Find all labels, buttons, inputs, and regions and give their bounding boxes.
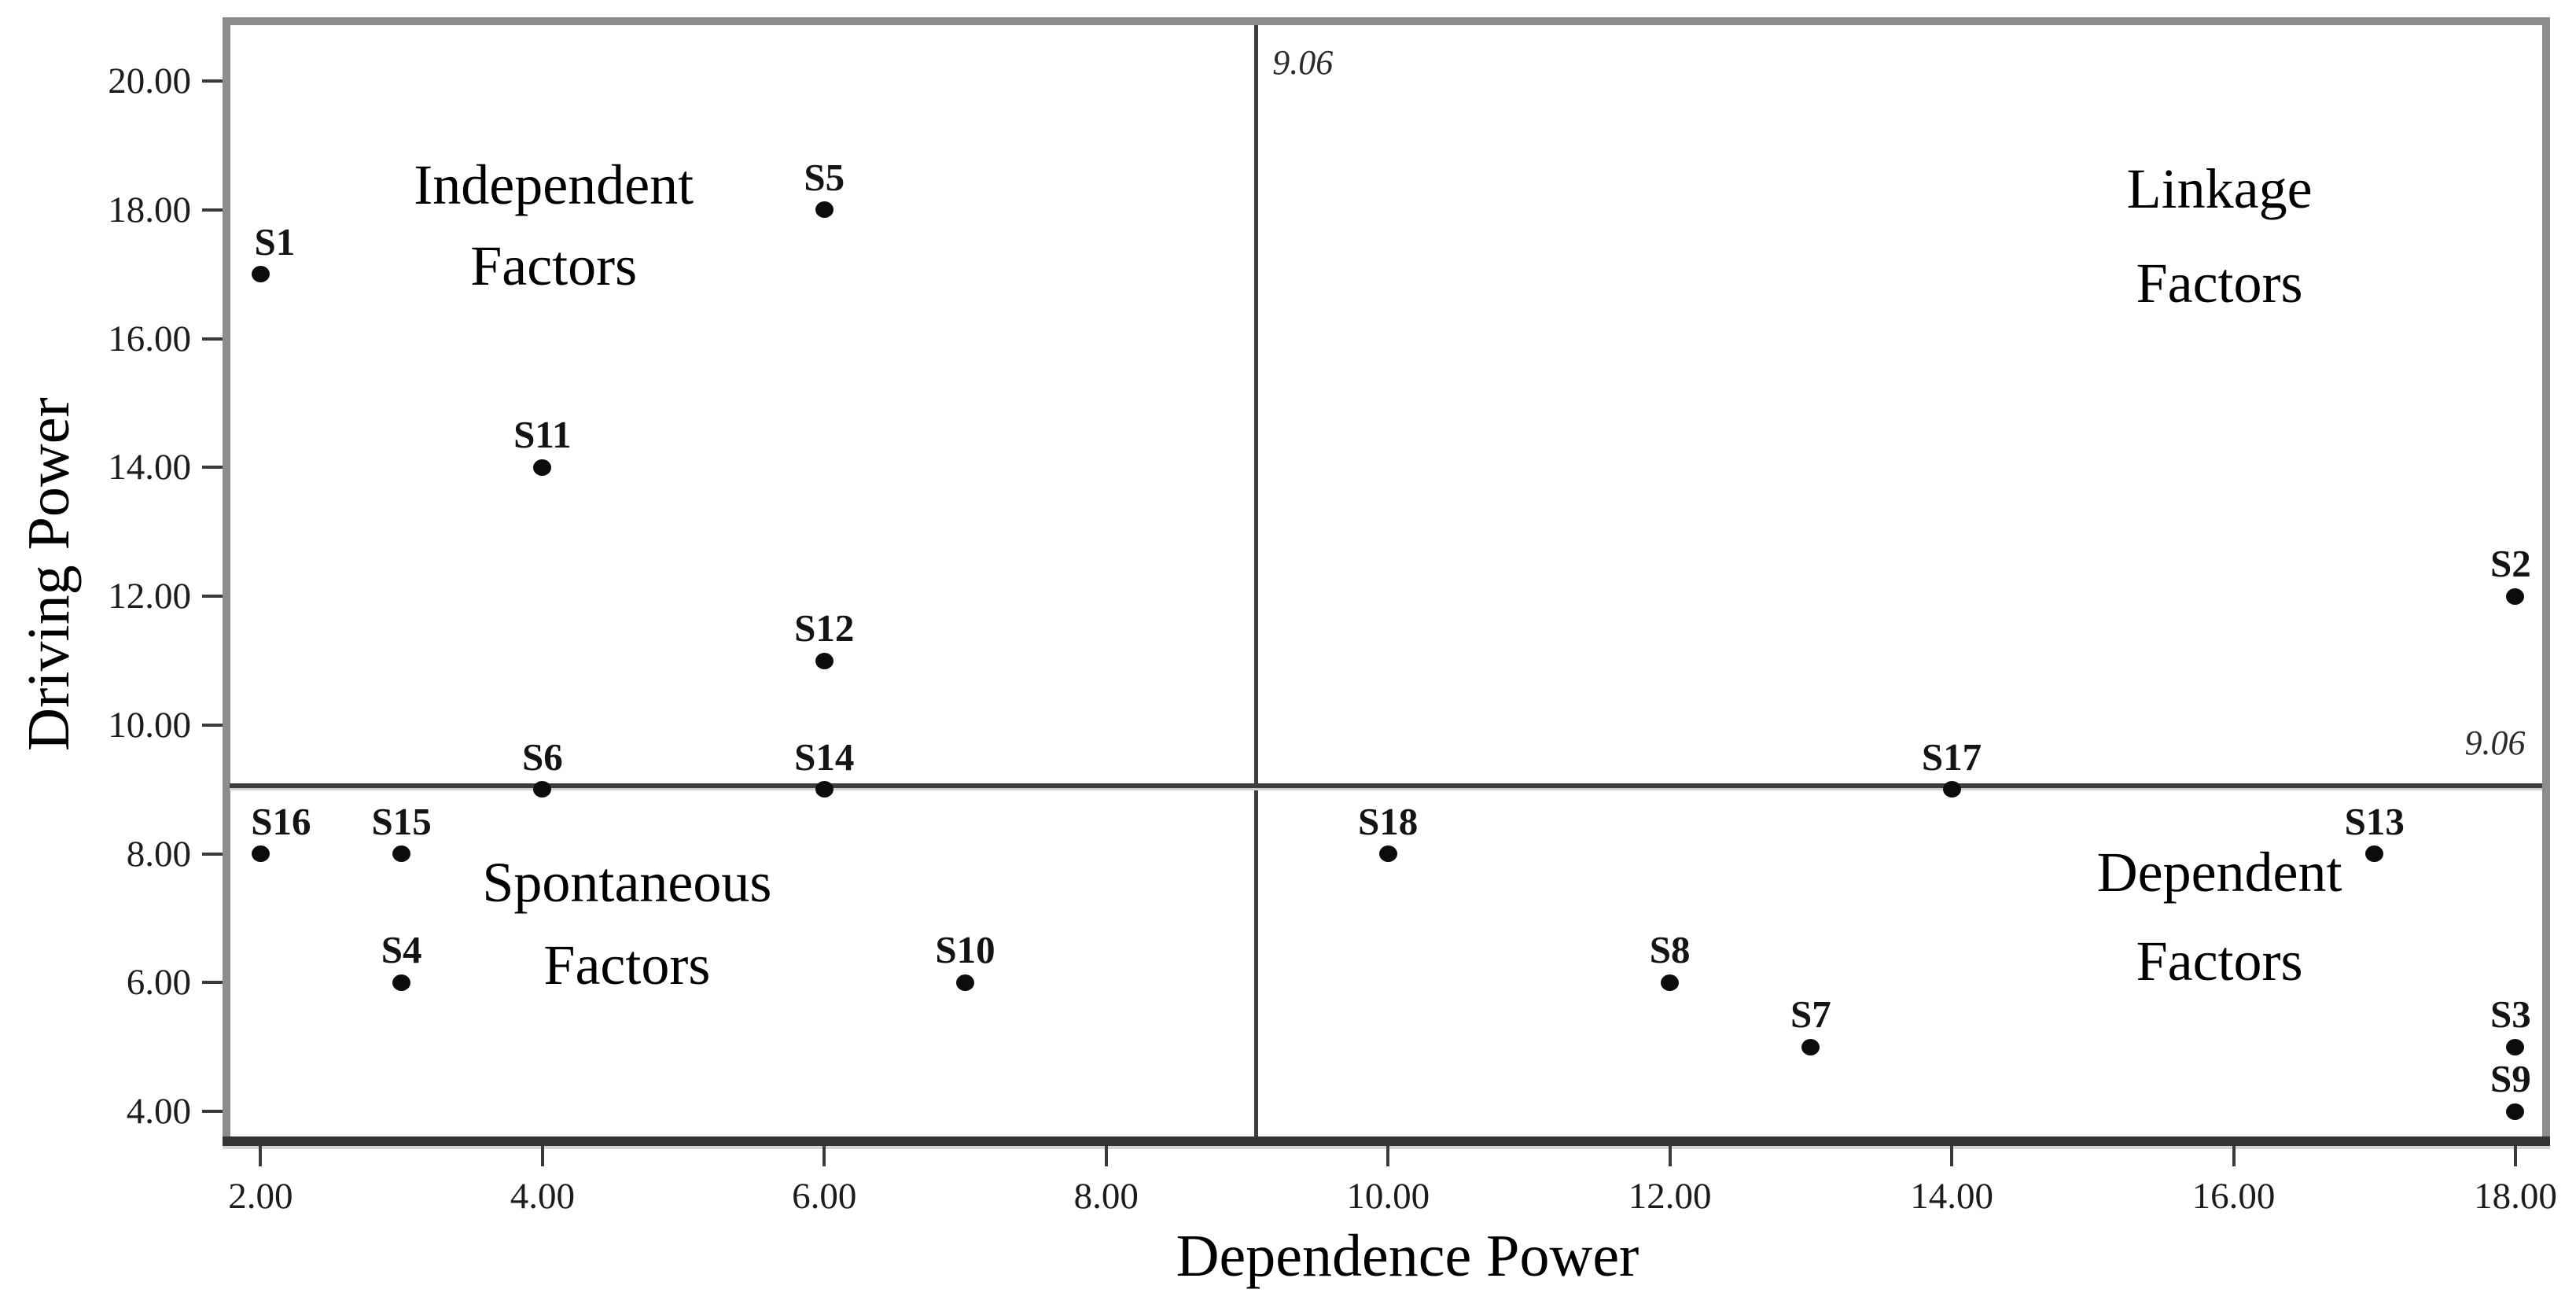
data-point-S4 [392,974,411,991]
y-axis-tick [202,595,223,599]
data-point-S8 [1661,974,1680,991]
x-axis-title: Dependence Power [1176,1223,1639,1289]
y-axis-tick [202,852,223,856]
horizontal-divider-line [230,783,2542,788]
data-point-label-S13: S13 [2344,799,2405,843]
y-axis-tick-label: 18.00 [108,189,191,230]
data-point-S14 [815,781,834,798]
plot-border-right [2542,17,2550,1146]
y-axis-tick-label: 16.00 [108,318,191,359]
data-point-S13 [2365,845,2384,863]
y-axis-tick [202,981,223,985]
y-axis-tick-label: 20.00 [108,61,191,102]
x-axis-tick [1386,1146,1390,1166]
quadrant-label-dependent-factors: Factors [2136,929,2303,993]
data-point-S3 [2506,1038,2525,1055]
data-point-S9 [2506,1103,2525,1120]
y-axis-tick [202,208,223,212]
data-point-S16 [251,845,270,863]
x-axis-tick [2232,1146,2236,1166]
x-axis-tick-label: 16.00 [2191,1176,2276,1217]
data-point-S11 [533,459,552,476]
vertical-divider-line [1253,25,1258,1136]
x-axis-tick-label: 12.00 [1628,1176,1712,1217]
data-point-S18 [1378,845,1397,863]
x-axis-tick-label: 4.00 [510,1176,575,1217]
data-point-label-S16: S16 [251,799,311,843]
data-point-label-S8: S8 [1649,928,1691,972]
x-axis-tick [822,1146,826,1166]
y-axis-tick-label: 6.00 [126,962,191,1004]
data-point-label-S3: S3 [2490,993,2531,1037]
data-point-label-S17: S17 [1921,735,1982,779]
data-point-S7 [1801,1038,1820,1055]
quadrant-label-linkage-factors: Factors [2136,252,2303,315]
quadrant-label-linkage-factors: Linkage [2126,157,2313,220]
data-point-S5 [815,201,834,219]
plot-border-bottom-shadow [223,1146,2550,1149]
data-point-label-S7: S7 [1790,993,1831,1037]
x-axis-tick [1668,1146,1672,1166]
data-point-label-S12: S12 [794,606,855,650]
quadrant-label-independent-factors: Independent [414,153,694,217]
quadrant-label-spontaneous-factors: Factors [543,934,711,997]
horizontal-divider-shadow [230,787,2542,790]
y-axis-tick [202,466,223,470]
divider-value-label-right: 9.06 [2464,723,2526,762]
y-axis-tick-label: 12.00 [108,576,191,617]
y-axis-tick [202,1110,223,1114]
plot-border-top [223,17,2550,25]
quadrant-label-dependent-factors: Dependent [2096,840,2342,904]
x-axis-tick [1104,1146,1108,1166]
y-axis-tick [202,79,223,83]
x-axis-tick [2513,1146,2517,1166]
data-point-label-S10: S10 [935,928,995,972]
y-axis-tick-label: 14.00 [108,447,191,488]
y-axis-tick [202,723,223,727]
data-point-label-S18: S18 [1358,799,1419,843]
x-axis-tick-label: 18.00 [2474,1176,2557,1217]
data-point-S2 [2506,588,2525,605]
plot-border-bottom [223,1136,2550,1146]
data-point-label-S14: S14 [794,735,855,779]
y-axis-tick [202,337,223,341]
y-axis-tick-label: 10.00 [108,704,191,746]
data-point-label-S6: S6 [521,735,563,779]
data-point-label-S11: S11 [513,413,572,457]
x-axis-tick [259,1146,263,1166]
x-axis-tick-label: 6.00 [792,1176,857,1217]
y-axis-tick-label: 8.00 [126,833,191,875]
plot-border-left [223,17,230,1146]
data-point-label-S9: S9 [2490,1057,2531,1101]
data-point-label-S15: S15 [371,799,432,843]
data-point-label-S1: S1 [254,219,296,263]
x-axis-tick-label: 10.00 [1346,1176,1430,1217]
x-axis-tick [540,1146,544,1166]
divider-value-label-top: 9.06 [1272,43,1334,83]
data-point-S6 [533,781,552,798]
data-point-label-S5: S5 [804,155,845,199]
data-point-S12 [815,652,834,669]
data-point-S15 [392,845,411,863]
quadrant-label-spontaneous-factors: Spontaneous [482,851,772,915]
x-axis-tick [1950,1146,1954,1166]
y-axis-tick-label: 4.00 [126,1091,191,1133]
data-point-S17 [1942,781,1961,798]
data-point-label-S2: S2 [2490,542,2531,586]
data-point-S1 [251,266,270,283]
data-point-label-S4: S4 [381,928,422,972]
quadrant-label-independent-factors: Factors [470,234,638,298]
x-axis-tick-label: 14.00 [1910,1176,1993,1217]
x-axis-tick-label: 8.00 [1073,1176,1139,1217]
x-axis-tick-label: 2.00 [228,1176,293,1217]
data-point-S10 [956,974,975,991]
